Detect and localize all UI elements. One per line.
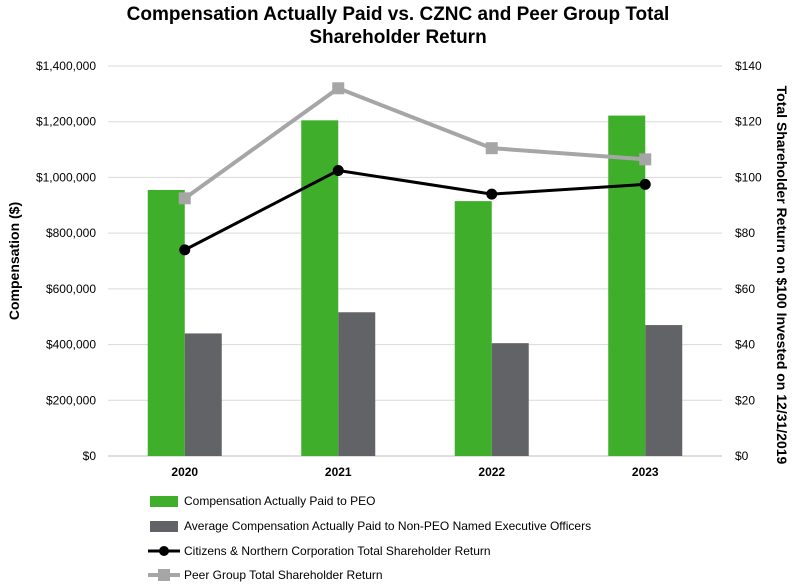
legend-label: Average Compensation Actually Paid to No…	[184, 519, 591, 533]
bar	[338, 312, 376, 456]
y-tick-label: $600,000	[46, 282, 96, 296]
data-point	[178, 192, 191, 205]
bar	[454, 201, 492, 456]
data-point	[485, 142, 498, 155]
bar	[491, 343, 529, 456]
y2-tick-label: $60	[735, 282, 755, 296]
category-label: 2022	[478, 465, 505, 479]
y2-tick-label: $120	[735, 115, 762, 129]
legend-marker	[158, 569, 170, 581]
data-point	[486, 188, 498, 200]
y-tick-label: $200,000	[46, 393, 96, 407]
legend-label: Citizens & Northern Corporation Total Sh…	[184, 544, 491, 558]
left-axis-ticks: $0 $200,000 $400,000 $600,000 $800,000 $1,000…	[36, 59, 96, 463]
category-label: 2021	[325, 465, 352, 479]
series-lines	[178, 82, 652, 256]
category-labels: 2020 2021 2022 2023	[171, 465, 659, 479]
bar	[645, 325, 683, 456]
y2-tick-label: $80	[735, 226, 755, 240]
chart-title-line-1: Compensation Actually Paid vs. CZNC and …	[127, 4, 670, 25]
legend: Compensation Actually Paid to PEO Average…	[148, 494, 591, 582]
y-tick-label: $800,000	[46, 226, 96, 240]
y-tick-label: $400,000	[46, 338, 96, 352]
data-point	[332, 82, 345, 95]
y-tick-label: $1,000,000	[36, 170, 96, 184]
bars	[147, 115, 683, 457]
y2-tick-label: $20	[735, 393, 755, 407]
bar	[147, 189, 185, 456]
bar	[184, 333, 222, 456]
y2-tick-label: $40	[735, 338, 755, 352]
bar	[301, 120, 339, 457]
data-point	[179, 244, 191, 256]
chart-title-line-2: Shareholder Return	[309, 27, 486, 48]
y-axis-label: Compensation ($)	[6, 202, 22, 320]
legend-marker	[159, 546, 169, 556]
data-point	[639, 178, 651, 190]
category-label: 2020	[171, 465, 198, 479]
y2-axis-label: Total Shareholder Return on $100 Investe…	[774, 86, 790, 465]
y2-tick-label: $100	[735, 170, 762, 184]
y-tick-label: $1,200,000	[36, 115, 96, 129]
category-label: 2023	[632, 465, 659, 479]
legend-swatch	[150, 496, 178, 507]
legend-swatch	[150, 521, 178, 532]
legend-label: Peer Group Total Shareholder Return	[184, 568, 383, 582]
y2-tick-label: $140	[735, 59, 762, 73]
data-point	[639, 153, 652, 166]
y2-tick-label: $0	[735, 449, 749, 463]
legend-label: Compensation Actually Paid to PEO	[184, 494, 375, 508]
data-point	[332, 164, 344, 176]
y-tick-label: $0	[83, 449, 97, 463]
y-tick-label: $1,400,000	[36, 59, 96, 73]
series-line	[184, 168, 646, 252]
bar	[608, 115, 646, 456]
right-axis-ticks: $0 $20 $40 $60 $80 $100 $120 $140	[735, 59, 762, 463]
series-line	[183, 86, 646, 200]
